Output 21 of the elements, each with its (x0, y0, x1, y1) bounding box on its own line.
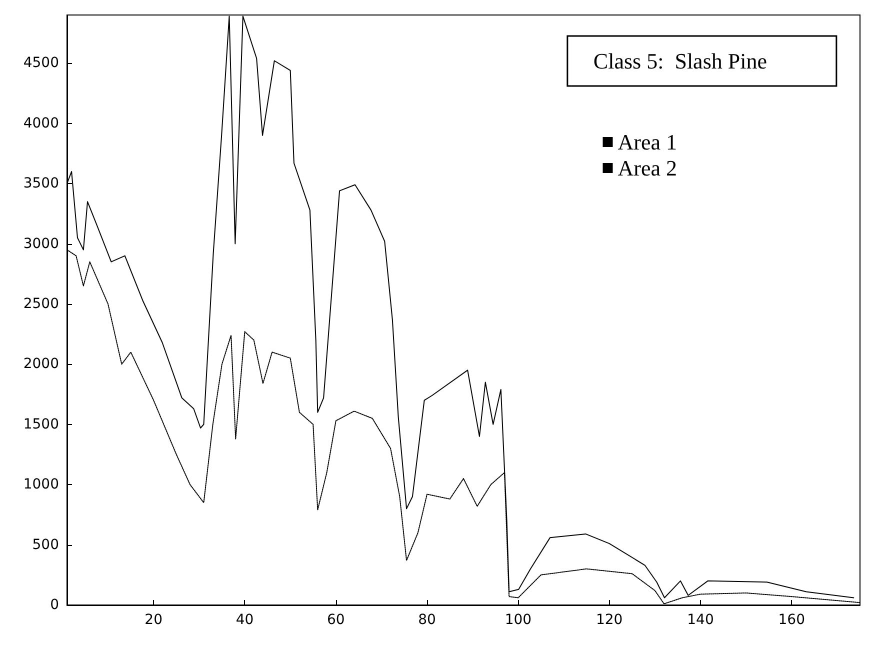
legend-label: Area 2 (618, 156, 678, 180)
y-tick-label: 2000 (23, 356, 59, 372)
x-tick-label: 140 (687, 612, 714, 628)
x-tick-label: 100 (504, 612, 532, 628)
y-tick-label: 1500 (23, 416, 59, 432)
y-tick-label: 500 (32, 536, 59, 553)
x-tick-label: 80 (418, 612, 436, 628)
text: Class 5: Slash Pine (593, 48, 768, 74)
y-tick-label: 3000 (23, 236, 59, 252)
x-tick-label: 60 (326, 612, 345, 628)
y-tick-label: 0 (50, 597, 59, 613)
x-tick-label: 160 (778, 612, 806, 628)
x-tick-label: 20 (144, 612, 163, 628)
y-tick-label: 4000 (23, 115, 59, 132)
y-tick-label: 1000 (23, 476, 59, 493)
y-tick-label: 3500 (23, 176, 59, 192)
legend-label: Area 1 (618, 130, 678, 154)
y-tick-label: 2500 (23, 296, 59, 312)
y-tick-label: 4500 (23, 55, 59, 72)
x-tick-label: 120 (596, 612, 623, 628)
x-tick-label: 40 (236, 612, 254, 628)
